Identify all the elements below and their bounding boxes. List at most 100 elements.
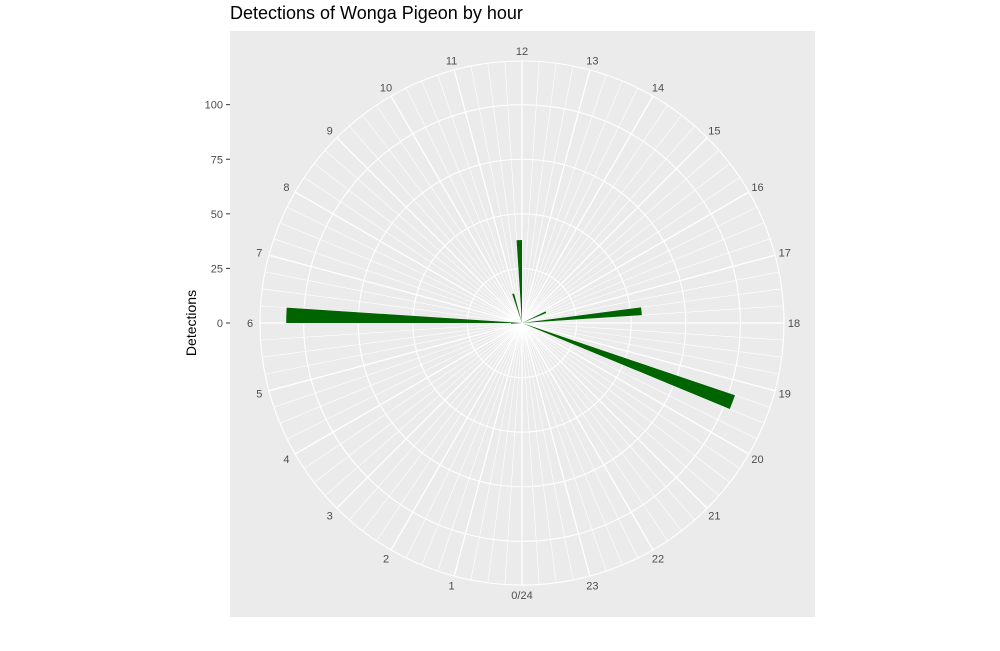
hour-label-10: 10: [380, 82, 392, 94]
major-spoke: [521, 322, 654, 551]
minor-spoke: [521, 74, 607, 324]
y-tick-label-75: 75: [211, 154, 223, 166]
hour-label-1: 1: [449, 581, 455, 593]
hour-label-12: 12: [516, 46, 528, 58]
minor-spoke: [521, 322, 741, 469]
hour-label-17: 17: [779, 248, 791, 260]
hour-label-2: 2: [383, 554, 389, 566]
minor-spoke: [521, 322, 557, 583]
minor-spoke: [487, 63, 523, 324]
minor-spoke: [521, 177, 741, 324]
hour-label-14: 14: [652, 82, 664, 94]
minor-spoke: [362, 114, 523, 324]
hour-label-5: 5: [256, 388, 262, 400]
minor-spoke: [521, 322, 780, 375]
minor-spoke: [286, 322, 523, 440]
minor-spoke: [521, 322, 758, 440]
y-axis-label: Detections: [183, 290, 199, 356]
major-spoke: [521, 69, 591, 324]
bar-hour-17.5: [522, 307, 642, 323]
major-spoke: [521, 254, 776, 324]
major-spoke: [268, 322, 523, 392]
minor-spoke: [349, 125, 523, 324]
minor-spoke: [521, 322, 731, 483]
major-spoke: [336, 322, 523, 509]
minor-spoke: [405, 87, 523, 324]
minor-spoke: [521, 114, 682, 324]
minor-spoke: [521, 305, 784, 324]
minor-spoke: [504, 61, 523, 324]
major-spoke: [521, 322, 776, 392]
major-spoke: [268, 254, 523, 324]
minor-spoke: [273, 238, 523, 324]
minor-spoke: [362, 322, 523, 532]
minor-spoke: [521, 125, 695, 324]
major-spoke: [294, 322, 523, 455]
major-spoke: [521, 95, 654, 324]
hour-label-11: 11: [446, 55, 457, 67]
major-spoke: [453, 322, 523, 577]
hour-label-21: 21: [708, 510, 720, 522]
minor-spoke: [521, 322, 623, 566]
minor-spoke: [313, 322, 523, 483]
minor-spoke: [521, 65, 574, 324]
minor-spoke: [376, 322, 523, 542]
minor-spoke: [324, 322, 523, 496]
hour-label-22: 22: [652, 554, 664, 566]
minor-spoke: [521, 322, 540, 585]
minor-spoke: [324, 150, 523, 324]
major-spoke: [521, 322, 750, 455]
minor-spoke: [313, 163, 523, 324]
minor-spoke: [521, 80, 623, 324]
hour-label-13: 13: [586, 55, 598, 67]
bar-hour-11.75: [516, 240, 522, 323]
hour-label-19: 19: [779, 388, 791, 400]
minor-spoke: [470, 322, 523, 581]
minor-spoke: [521, 288, 782, 324]
minor-spoke: [521, 322, 782, 358]
hour-label-3: 3: [327, 510, 333, 522]
minor-spoke: [521, 222, 765, 324]
minor-spoke: [470, 65, 523, 324]
hour-label-6: 6: [247, 318, 253, 330]
y-tick-label-25: 25: [211, 263, 223, 275]
chart-title: Detections of Wonga Pigeon by hour: [230, 3, 523, 23]
minor-spoke: [260, 322, 523, 341]
minor-spoke: [521, 322, 682, 532]
bar-hour-6: [286, 307, 522, 323]
y-tick-label-0: 0: [217, 318, 223, 330]
hour-label-20: 20: [751, 454, 763, 466]
hour-label-16: 16: [751, 182, 763, 194]
minor-spoke: [521, 104, 668, 324]
minor-spoke: [279, 322, 523, 424]
hour-label-4: 4: [283, 454, 289, 466]
major-spoke: [521, 322, 591, 577]
bar-hour-5.75: [511, 323, 522, 324]
minor-spoke: [521, 61, 540, 324]
hour-label-0: 0/24: [511, 590, 532, 602]
minor-spoke: [349, 322, 523, 521]
hour-label-15: 15: [708, 126, 720, 138]
bar-hour-16.25: [522, 311, 547, 323]
hour-label-23: 23: [586, 581, 598, 593]
minor-spoke: [286, 206, 523, 324]
minor-spoke: [521, 87, 639, 324]
major-spoke: [336, 137, 523, 324]
minor-spoke: [376, 104, 523, 324]
minor-spoke: [521, 63, 557, 324]
minor-spoke: [521, 206, 758, 324]
minor-spoke: [521, 322, 720, 496]
minor-spoke: [437, 74, 523, 324]
hour-label-7: 7: [256, 248, 262, 260]
major-spoke: [453, 69, 523, 324]
minor-spoke: [303, 322, 523, 469]
minor-spoke: [437, 322, 523, 572]
hour-label-18: 18: [788, 318, 800, 330]
minor-spoke: [262, 288, 523, 324]
minor-spoke: [421, 80, 523, 324]
hour-label-9: 9: [327, 126, 333, 138]
minor-spoke: [487, 322, 523, 583]
y-tick-label-50: 50: [211, 209, 223, 221]
bar-hour-10.75: [512, 293, 522, 323]
